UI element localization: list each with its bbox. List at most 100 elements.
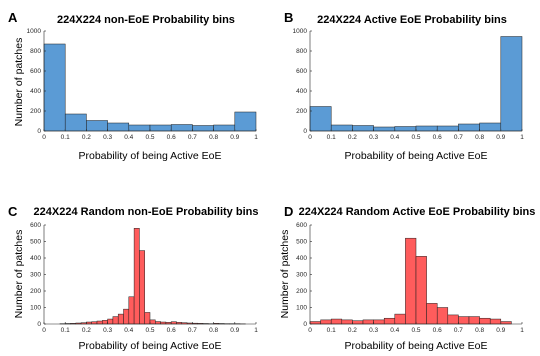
- bar-a-4: [129, 125, 150, 131]
- y-tick-label-c-1: 100: [30, 305, 41, 312]
- bar-d-9: [405, 238, 416, 324]
- bar-b-0: [310, 107, 331, 132]
- bar-a-6: [171, 125, 192, 132]
- bar-b-6: [437, 126, 458, 131]
- x-tick-label-a-3: 0.3: [103, 134, 112, 141]
- bar-d-0: [310, 322, 321, 324]
- bar-d-8: [395, 314, 406, 324]
- y-tick-label-c-5: 500: [30, 239, 41, 246]
- y-tick-label-d-0: 0: [303, 321, 307, 328]
- bar-c-12: [124, 309, 129, 324]
- bar-c-14: [134, 228, 139, 324]
- y-tick-label-b-1: 200: [296, 108, 307, 115]
- x-tick-label-d-1: 0.1: [327, 327, 336, 334]
- y-tick-label-b-0: 0: [303, 128, 307, 135]
- bar-d-2: [331, 319, 342, 324]
- panel-letter-b: B: [284, 10, 293, 25]
- x-tick-label-b-3: 0.3: [369, 134, 378, 141]
- bar-c-16: [145, 312, 150, 324]
- bar-a-0: [44, 44, 65, 131]
- bar-c-17: [150, 320, 155, 324]
- bar-d-3: [342, 320, 353, 324]
- bar-a-9: [235, 112, 256, 131]
- y-tick-label-c-6: 600: [30, 222, 41, 229]
- x-tick-label-b-10: 1: [520, 134, 524, 141]
- y-axis-label-c: Number of patches: [13, 230, 25, 319]
- x-tick-label-b-5: 0.5: [411, 134, 420, 141]
- y-tick-label-d-4: 400: [296, 255, 307, 262]
- bar-a-2: [86, 121, 107, 132]
- x-axis-label-c: Probability of being Active EoE: [78, 340, 221, 351]
- bar-d-1: [321, 320, 332, 324]
- bar-d-5: [363, 320, 374, 324]
- x-tick-label-a-9: 0.9: [230, 134, 239, 141]
- bar-b-3: [374, 127, 395, 131]
- y-tick-label-c-0: 0: [37, 321, 41, 328]
- bar-d-10: [416, 256, 427, 324]
- chart-title-b: 224X224 Active EoE Probability bins: [317, 14, 507, 26]
- y-tick-label-d-1: 100: [296, 305, 307, 312]
- y-tick-label-c-2: 200: [30, 288, 41, 295]
- x-tick-label-c-6: 0.6: [167, 327, 176, 334]
- x-tick-label-d-9: 0.9: [496, 327, 505, 334]
- x-tick-label-c-10: 1: [254, 327, 258, 334]
- x-tick-label-b-4: 0.4: [390, 134, 399, 141]
- x-tick-label-c-1: 0.1: [61, 327, 70, 334]
- y-axis-label-a: Number of patches: [13, 38, 25, 127]
- x-tick-label-a-5: 0.5: [145, 134, 154, 141]
- bar-d-7: [384, 318, 395, 324]
- x-tick-label-d-10: 1: [520, 327, 524, 334]
- bar-c-8: [102, 320, 107, 324]
- bar-c-18: [155, 322, 160, 324]
- y-tick-label-a-5: 1000: [27, 28, 42, 35]
- panel-b: B 224X224 Active EoE Probability bins Pr…: [284, 10, 524, 162]
- x-tick-label-a-6: 0.6: [167, 134, 176, 141]
- panel-d: D 224X224 Random Active EoE Probability …: [279, 204, 535, 351]
- panel-a: A 224X224 non-EoE Probability bins Numbe…: [8, 10, 258, 162]
- chart-title-c: 224X224 Random non-EoE Probability bins: [34, 206, 259, 218]
- bar-c-11: [118, 314, 123, 324]
- x-tick-label-d-7: 0.7: [454, 327, 463, 334]
- y-tick-label-a-1: 200: [30, 108, 41, 115]
- bar-b-7: [458, 124, 479, 131]
- panel-letter-c: C: [8, 204, 18, 219]
- bar-d-11: [427, 303, 438, 324]
- bar-d-12: [437, 308, 448, 325]
- x-axis-label-b: Probability of being Active EoE: [344, 150, 487, 162]
- x-tick-label-d-8: 0.8: [475, 327, 484, 334]
- x-tick-label-a-7: 0.7: [188, 134, 197, 141]
- bar-a-7: [192, 126, 213, 132]
- x-tick-label-a-2: 0.2: [82, 134, 91, 141]
- x-tick-label-d-5: 0.5: [411, 327, 420, 334]
- bar-b-1: [331, 125, 352, 131]
- y-tick-label-a-2: 400: [30, 88, 41, 95]
- x-axis-label-a: Probability of being Active EoE: [78, 150, 221, 162]
- bar-c-13: [129, 297, 134, 324]
- y-tick-label-d-6: 600: [296, 222, 307, 229]
- x-tick-label-d-6: 0.6: [433, 327, 442, 334]
- bar-d-16: [480, 318, 491, 324]
- x-tick-label-b-0: 0: [308, 134, 312, 141]
- y-tick-label-d-3: 300: [296, 272, 307, 279]
- x-tick-label-a-4: 0.4: [124, 134, 133, 141]
- bar-c-10: [113, 317, 118, 324]
- bar-b-5: [416, 126, 437, 131]
- x-tick-label-d-0: 0: [308, 327, 312, 334]
- x-tick-label-b-6: 0.6: [433, 134, 442, 141]
- bar-c-15: [139, 251, 144, 324]
- x-tick-label-c-0: 0: [42, 327, 46, 334]
- bar-a-3: [108, 123, 129, 131]
- x-tick-label-c-2: 0.2: [82, 327, 91, 334]
- y-tick-label-d-5: 500: [296, 239, 307, 246]
- bar-a-5: [150, 125, 171, 131]
- x-tick-label-c-9: 0.9: [230, 327, 239, 334]
- x-axis-label-d: Probability of being Active EoE: [344, 340, 487, 351]
- y-tick-label-d-2: 200: [296, 288, 307, 295]
- bar-d-6: [374, 320, 385, 324]
- bar-a-8: [214, 125, 235, 131]
- y-tick-label-a-3: 600: [30, 68, 41, 75]
- bar-a-1: [65, 114, 86, 131]
- x-tick-label-b-1: 0.1: [327, 134, 336, 141]
